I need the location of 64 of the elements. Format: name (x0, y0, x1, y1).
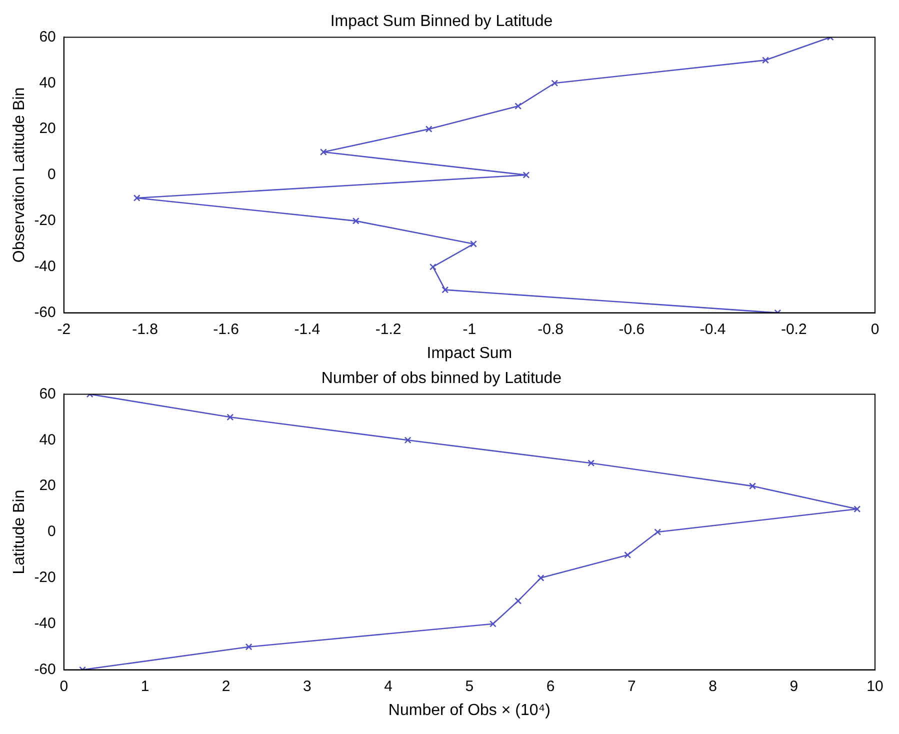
x-tick-label: -1.8 (132, 320, 158, 338)
point (429, 263, 436, 270)
point (245, 643, 252, 650)
x-tick-label: 3 (303, 678, 312, 695)
point (489, 620, 496, 628)
point (133, 194, 140, 202)
x-tick-label: -1 (462, 320, 476, 338)
y-tick-label: -20 (34, 569, 56, 586)
y-tick-label: -60 (34, 304, 56, 321)
x-tick-label: 5 (465, 678, 474, 695)
y-tick-label: 60 (39, 385, 56, 402)
x-tick-label: -0.6 (618, 320, 645, 338)
y-tick-label: 20 (39, 120, 56, 138)
x-tick-label: 7 (627, 678, 636, 695)
x-tick-label: -0.8 (538, 320, 564, 338)
point (854, 506, 861, 513)
x-axis-title: Number of Obs × (10⁴) (388, 702, 550, 719)
x-tick-label: -2 (57, 320, 71, 338)
point (654, 528, 662, 536)
point (320, 148, 327, 156)
y-tick-label: 40 (39, 74, 56, 92)
point (470, 240, 477, 248)
y-tick-label: 0 (48, 523, 56, 540)
y-tick-label: -60 (34, 660, 56, 678)
x-tick-label: 0 (60, 678, 68, 695)
x-axis-title: Impact Sum (426, 344, 512, 362)
y-tick-label: 0 (48, 166, 56, 184)
y-tick-label: 60 (39, 28, 56, 46)
y-tick-label: 40 (39, 431, 56, 448)
chart-title: Impact Sum Binned by Latitude (330, 13, 553, 30)
point (749, 482, 756, 490)
point (588, 460, 595, 467)
y-axis-title: Observation Latitude Bin (11, 87, 28, 263)
y-axis-title: Latitude Bin (11, 490, 28, 574)
point (537, 574, 544, 582)
x-tick-label: -1.6 (213, 320, 240, 338)
x-tick-label: 0 (870, 320, 880, 338)
point (624, 551, 632, 558)
y-tick-label: -40 (34, 258, 56, 276)
point (425, 126, 432, 133)
point (522, 172, 530, 178)
x-tick-label: -0.2 (780, 320, 807, 338)
point (551, 80, 558, 87)
y-tick-label: -20 (34, 212, 56, 230)
chart-title: Number of obs binned by Latitude (321, 370, 562, 388)
x-tick-label: -1.2 (375, 320, 402, 338)
point (442, 286, 449, 294)
x-tick-label: -0.4 (700, 320, 726, 338)
y-tick-label: 20 (39, 477, 56, 494)
point (514, 597, 522, 604)
x-tick-label: 6 (546, 678, 555, 695)
point (514, 102, 522, 110)
point (352, 217, 360, 224)
x-tick-label: 8 (708, 678, 717, 695)
y-tick-label: -40 (34, 615, 56, 632)
point (226, 414, 234, 421)
x-tick-label: 1 (140, 678, 150, 695)
x-tick-label: 10 (866, 678, 884, 695)
point (762, 56, 769, 64)
x-tick-label: -1.4 (294, 320, 320, 338)
x-tick-label: 2 (222, 678, 230, 695)
point (404, 436, 412, 444)
x-tick-label: 4 (384, 678, 392, 695)
x-tick-label: 9 (790, 678, 798, 695)
